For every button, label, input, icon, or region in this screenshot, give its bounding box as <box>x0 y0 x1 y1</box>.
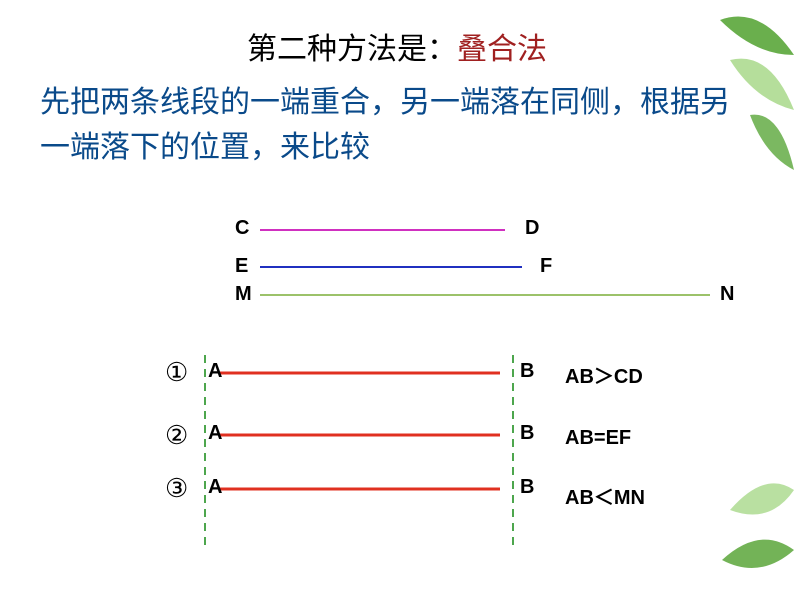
label-AB1-left: A <box>208 360 222 383</box>
description-text: 先把两条线段的一端重合，另一端落在同侧，根据另一端落下的位置，来比较 <box>40 80 740 170</box>
label-MN-left: M <box>235 283 252 306</box>
title: 第二种方法是：叠合法 <box>0 24 794 68</box>
label-CD-left: C <box>235 217 249 240</box>
circled-2: ② <box>165 420 188 451</box>
label-AB2-right: B <box>520 422 534 445</box>
result-2: AB=EF <box>565 427 631 450</box>
title-prefix: 第二种方法是： <box>247 33 457 66</box>
label-AB3-left: A <box>208 476 222 499</box>
label-EF-left: E <box>235 255 248 278</box>
label-AB2-left: A <box>208 422 222 445</box>
circled-3: ③ <box>165 473 188 504</box>
label-AB1-right: B <box>520 360 534 383</box>
label-CD-right: D <box>525 217 539 240</box>
result-3: AB＜MN <box>565 481 645 510</box>
circled-1: ① <box>165 357 188 388</box>
label-MN-right: N <box>720 283 734 306</box>
label-EF-right: F <box>540 255 552 278</box>
diagram-svg <box>0 215 794 555</box>
result-1: AB＞CD <box>565 360 643 389</box>
diagram-area: C D E F M N A B A B A B ① ② ③ AB＞CD AB=EF AB＜MN <box>0 215 794 555</box>
title-method: 叠合法 <box>457 33 547 66</box>
label-AB3-right: B <box>520 476 534 499</box>
